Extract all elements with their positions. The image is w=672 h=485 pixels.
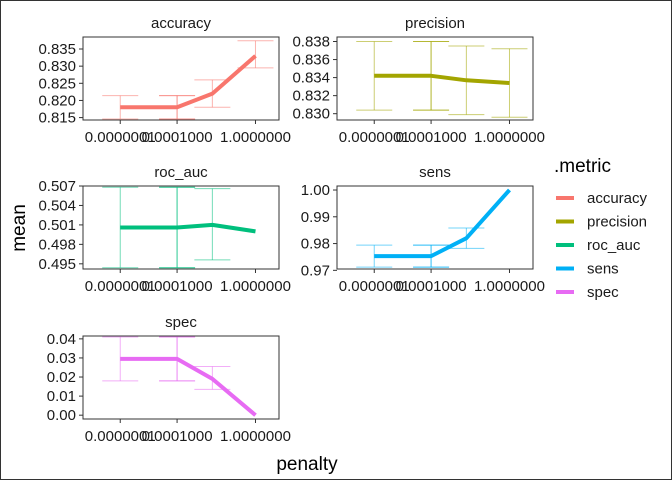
- panel-title: accuracy: [151, 15, 212, 32]
- y-tick-label: 0.00: [47, 407, 76, 424]
- legend-title: .metric: [554, 156, 611, 177]
- legend-label: sens: [587, 261, 619, 278]
- y-tick-label: 0.825: [38, 75, 76, 92]
- panel-title: spec: [165, 314, 197, 331]
- x-tick-label: 0.0001000: [142, 428, 213, 445]
- y-tick-label: 0.838: [292, 34, 330, 51]
- y-tick-label: 0.498: [38, 236, 76, 253]
- panel-frame: [336, 36, 534, 121]
- series-line-spec: [120, 356, 257, 417]
- x-tick-label: 0.0001000: [396, 129, 467, 146]
- facet-panels: accuracy0.8150.8200.8250.8300.8350.00000…: [38, 15, 544, 445]
- panel-title: precision: [405, 15, 465, 32]
- series-line-sens: [374, 188, 511, 259]
- x-tick-label: 1.0000000: [220, 428, 291, 445]
- x-tick-label: 0.0000001: [339, 129, 410, 146]
- legend-item-accuracy: accuracy: [556, 190, 648, 207]
- y-tick-label: 0.03: [47, 350, 76, 367]
- y-tick-label: 1.00: [301, 182, 330, 199]
- x-tick-label: 0.0001000: [142, 129, 213, 146]
- y-axis-title: mean: [9, 204, 30, 252]
- y-tick-label: 0.504: [38, 197, 76, 214]
- legend-item-roc_auc: roc_auc: [556, 237, 641, 254]
- x-tick-label: 0.0001000: [396, 278, 467, 295]
- y-tick-label: 0.501: [38, 217, 76, 234]
- series-line-accuracy: [120, 54, 257, 110]
- y-tick-label: 0.495: [38, 256, 76, 273]
- legend-label: spec: [587, 284, 619, 301]
- y-tick-label: 0.815: [38, 110, 76, 127]
- legend-item-spec: spec: [556, 284, 619, 301]
- y-tick-label: 0.98: [301, 236, 330, 253]
- x-tick-label: 1.0000000: [474, 129, 545, 146]
- x-axis-title: penalty: [276, 454, 338, 475]
- y-tick-label: 0.04: [47, 331, 76, 348]
- y-tick-label: 0.99: [301, 209, 330, 226]
- series-line-precision: [374, 73, 510, 85]
- y-tick-label: 0.835: [38, 41, 76, 58]
- legend-item-sens: sens: [556, 261, 619, 278]
- panel-roc_auc: roc_auc 0.495 0.498 0.501 0.504 0.507 0.000000…: [38, 164, 290, 295]
- y-tick-label: 0.97: [301, 262, 330, 279]
- legend-label: accuracy: [587, 190, 648, 207]
- y-tick-label: 0.830: [38, 58, 76, 75]
- x-tick-label: 0.0000001: [85, 278, 156, 295]
- x-tick-label: 1.0000000: [220, 129, 291, 146]
- x-tick-label: 0.0001000: [142, 278, 213, 295]
- x-tick-label: 0.0000001: [85, 428, 156, 445]
- y-tick-label: 0.02: [47, 369, 76, 386]
- legend-item-precision: precision: [556, 214, 647, 231]
- y-tick-label: 0.507: [38, 178, 76, 195]
- y-tick-label: 0.820: [38, 92, 76, 109]
- y-tick-label: 0.01: [47, 388, 76, 405]
- panel-frame: [82, 335, 280, 420]
- series-line-roc_auc: [120, 222, 256, 234]
- x-tick-label: 0.0000001: [339, 278, 410, 295]
- y-tick-label: 0.836: [292, 52, 330, 69]
- panel-spec: spec 0.00 0.01 0.02 0.03 0.04 0.00000010.00010…: [47, 314, 291, 445]
- y-tick-label: 0.832: [292, 88, 330, 105]
- panel-title: roc_auc: [154, 164, 208, 181]
- x-tick-label: 1.0000000: [220, 278, 291, 295]
- y-tick-label: 0.834: [292, 70, 330, 87]
- x-tick-label: 1.0000000: [474, 278, 545, 295]
- panel-title: sens: [419, 164, 451, 181]
- legend-label: precision: [587, 214, 647, 231]
- legend-label: roc_auc: [587, 237, 641, 254]
- y-tick-label: 0.830: [292, 106, 330, 123]
- x-tick-label: 0.0000001: [85, 129, 156, 146]
